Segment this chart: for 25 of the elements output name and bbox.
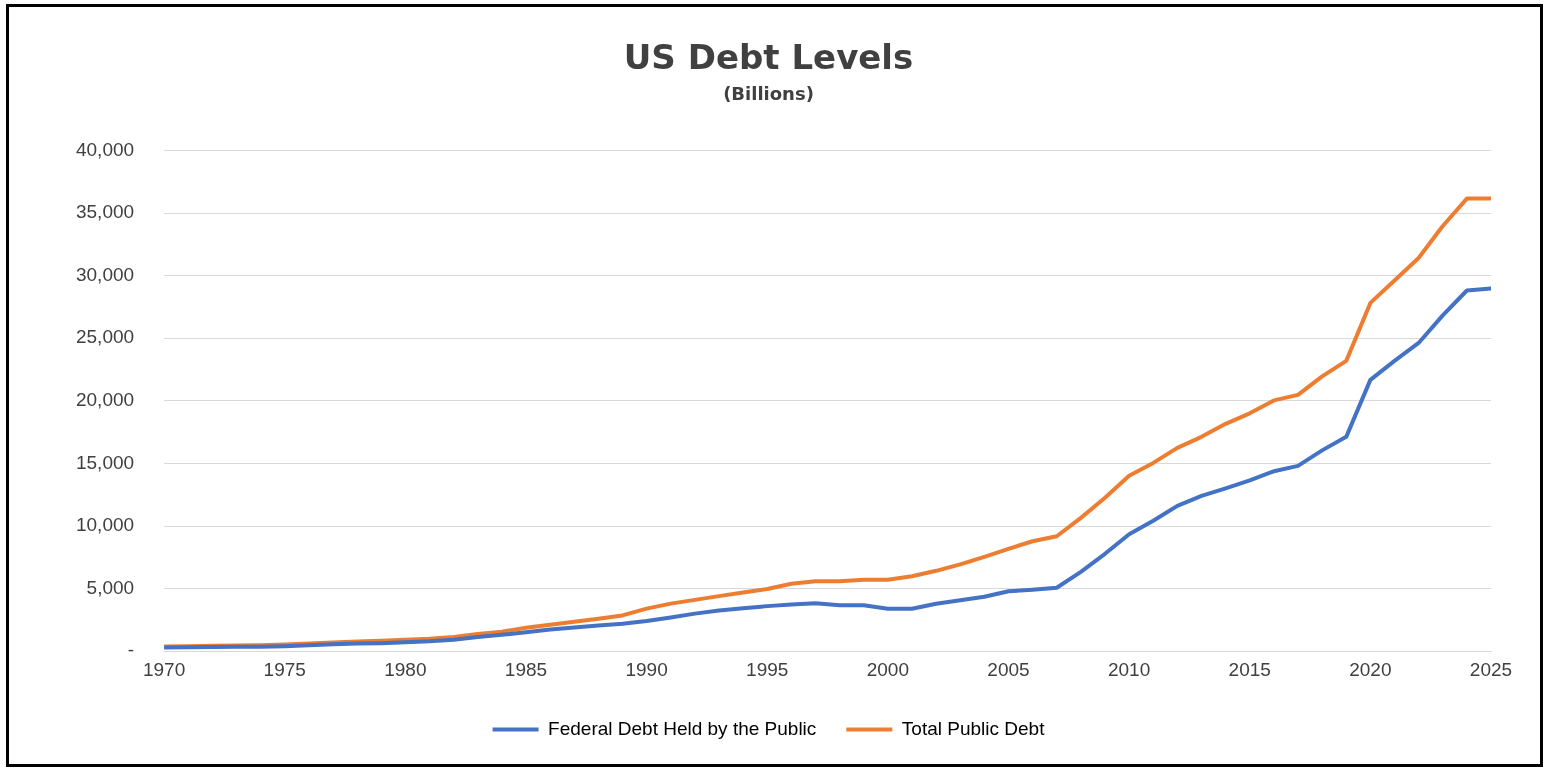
x-tick-label: 1985 xyxy=(504,658,548,680)
y-tick-label: 20,000 xyxy=(75,389,135,411)
x-tick-label: 2025 xyxy=(1469,658,1513,680)
y-tick-label: 35,000 xyxy=(75,201,135,223)
legend-label: Federal Debt Held by the Public xyxy=(548,717,817,739)
x-tick-label: 1980 xyxy=(384,658,427,680)
y-tick-label: 5,000 xyxy=(86,576,135,598)
y-tick-label: 25,000 xyxy=(75,326,135,348)
chart-title: US Debt Levels xyxy=(623,37,914,78)
x-tick-label: 2005 xyxy=(987,658,1030,680)
y-tick-label: 30,000 xyxy=(75,263,135,285)
legend-label: Total Public Debt xyxy=(901,717,1046,739)
y-tick-label: 40,000 xyxy=(75,138,135,160)
x-tick-label: 2015 xyxy=(1228,658,1271,680)
y-tick-label: 15,000 xyxy=(75,451,135,473)
x-tick-label: 1975 xyxy=(263,658,306,680)
x-tick-label: 2000 xyxy=(866,658,910,680)
x-tick-label: 2010 xyxy=(1107,658,1151,680)
x-tick-label: 1995 xyxy=(746,658,789,680)
y-tick-label: 10,000 xyxy=(75,514,135,536)
x-tick-label: 1970 xyxy=(142,658,186,680)
x-tick-label: 2020 xyxy=(1349,658,1392,680)
y-tick-label: - xyxy=(127,639,135,661)
x-tick-label: 1990 xyxy=(625,658,668,680)
chart-subtitle: (Billions) xyxy=(723,83,814,105)
